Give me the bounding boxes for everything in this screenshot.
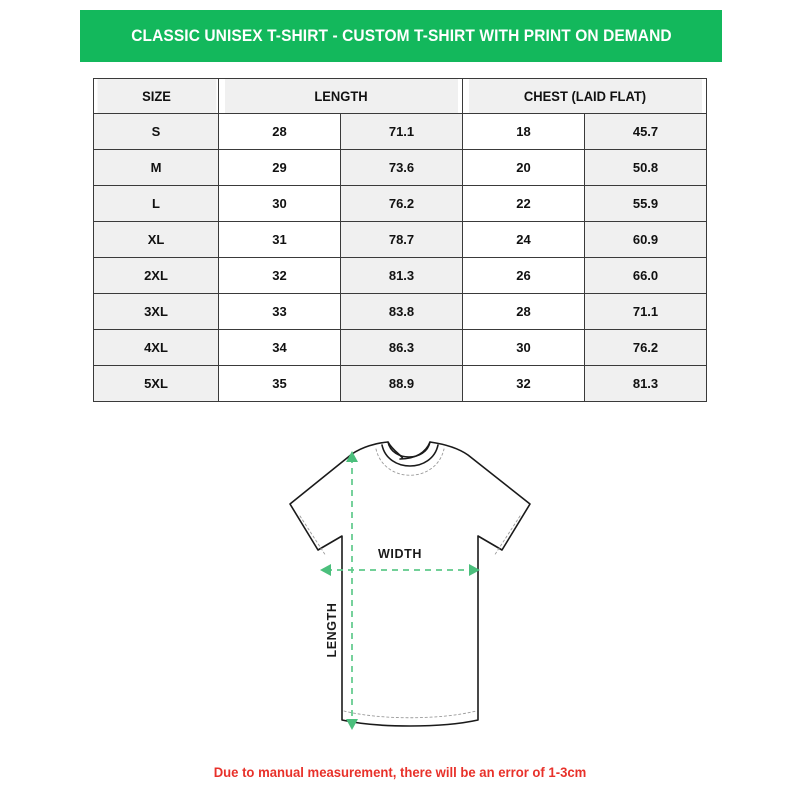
table-header-row: SIZE LENGTH CHEST (LAID FLAT) — [94, 78, 707, 114]
cell-length-inches: 30 — [218, 185, 341, 222]
length-measurement-label: LENGTH — [325, 603, 339, 658]
cell-length-cm: 83.8 — [340, 293, 463, 330]
cell-chest-cm: 76.2 — [583, 329, 708, 366]
cell-chest-cm: 71.1 — [583, 293, 708, 330]
tshirt-body-path — [289, 441, 531, 727]
cell-size: M — [93, 149, 219, 186]
cell-chest-cm: 45.7 — [583, 113, 708, 150]
size-chart-table: SIZE LENGTH CHEST (LAID FLAT) S 28 71.1 18 4… — [93, 78, 708, 402]
cell-size: S — [93, 113, 219, 150]
cell-size: XL — [93, 221, 219, 258]
tshirt-stitch-group — [299, 448, 521, 719]
bottom-hem-stitch-path — [343, 710, 477, 719]
table-row: 4XL 34 86.3 30 76.2 — [93, 329, 708, 366]
cell-length-cm: 88.9 — [340, 365, 463, 402]
cell-length-cm: 76.2 — [340, 185, 463, 222]
column-header-length: LENGTH — [222, 78, 459, 114]
length-arrow-top-icon — [346, 451, 358, 462]
cell-length-cm: 71.1 — [340, 113, 463, 150]
cell-chest-cm: 66.0 — [583, 257, 708, 294]
table-row: 2XL 32 81.3 26 66.0 — [93, 257, 708, 294]
table-row: L 30 76.2 22 55.9 — [93, 185, 708, 222]
table-row: 3XL 33 83.8 28 71.1 — [93, 293, 708, 330]
cell-length-inches: 35 — [218, 365, 341, 402]
cell-chest-cm: 81.3 — [583, 365, 708, 402]
cell-length-inches: 32 — [218, 257, 341, 294]
cell-chest-cm: 55.9 — [583, 185, 708, 222]
column-header-chest: CHEST (LAID FLAT) — [466, 78, 703, 114]
cell-length-cm: 81.3 — [340, 257, 463, 294]
width-arrow-right-icon — [469, 564, 480, 576]
cell-length-inches: 28 — [218, 113, 341, 150]
size-chart-table-container: SIZE LENGTH CHEST (LAID FLAT) S 28 71.1 18 4… — [93, 78, 708, 402]
tshirt-diagram: WIDTH LENGTH — [230, 432, 570, 744]
cell-chest-inches: 22 — [462, 185, 585, 222]
column-header-size: SIZE — [95, 78, 217, 114]
collar-stitch-path — [375, 448, 445, 476]
cell-chest-inches: 28 — [462, 293, 585, 330]
tshirt-outline-group — [289, 441, 531, 727]
tshirt-collar-band-path — [381, 444, 439, 467]
cell-length-inches: 33 — [218, 293, 341, 330]
measurement-disclaimer: Due to manual measurement, there will be… — [213, 765, 587, 780]
cell-length-cm: 78.7 — [340, 221, 463, 258]
right-sleeve-hem-stitch-path — [493, 515, 521, 557]
cell-size: L — [93, 185, 219, 222]
cell-length-inches: 29 — [218, 149, 341, 186]
cell-chest-cm: 50.8 — [583, 149, 708, 186]
page-title: CLASSIC UNISEX T-SHIRT - CUSTOM T-SHIRT … — [130, 26, 672, 45]
width-measurement-label: WIDTH — [378, 547, 422, 561]
cell-size: 2XL — [93, 257, 219, 294]
cell-chest-inches: 18 — [462, 113, 585, 150]
cell-size: 4XL — [93, 329, 219, 366]
cell-chest-inches: 20 — [462, 149, 585, 186]
cell-chest-inches: 24 — [462, 221, 585, 258]
left-sleeve-hem-stitch-path — [299, 515, 327, 557]
cell-length-inches: 34 — [218, 329, 341, 366]
cell-length-inches: 31 — [218, 221, 341, 258]
cell-length-cm: 86.3 — [340, 329, 463, 366]
table-header: SIZE LENGTH CHEST (LAID FLAT) — [94, 78, 707, 114]
cell-chest-inches: 26 — [462, 257, 585, 294]
tshirt-neckline-outer-path — [387, 441, 431, 458]
cell-length-cm: 73.6 — [340, 149, 463, 186]
measurement-arrowheads-group — [320, 451, 480, 730]
length-arrow-bottom-icon — [346, 719, 358, 730]
table-row: M 29 73.6 20 50.8 — [93, 149, 708, 186]
cell-size: 5XL — [93, 365, 219, 402]
header-banner: CLASSIC UNISEX T-SHIRT - CUSTOM T-SHIRT … — [80, 10, 722, 62]
width-arrow-left-icon — [320, 564, 331, 576]
table-row: XL 31 78.7 24 60.9 — [93, 221, 708, 258]
table-row: 5XL 35 88.9 32 81.3 — [93, 365, 708, 402]
table-body: S 28 71.1 18 45.7 M 29 73.6 20 50.8 L 30 76.2 22 55.9 X… — [93, 113, 708, 402]
cell-chest-inches: 30 — [462, 329, 585, 366]
cell-chest-cm: 60.9 — [583, 221, 708, 258]
table-row: S 28 71.1 18 45.7 — [93, 113, 708, 150]
cell-chest-inches: 32 — [462, 365, 585, 402]
cell-size: 3XL — [93, 293, 219, 330]
measurement-guides-group — [326, 457, 474, 724]
